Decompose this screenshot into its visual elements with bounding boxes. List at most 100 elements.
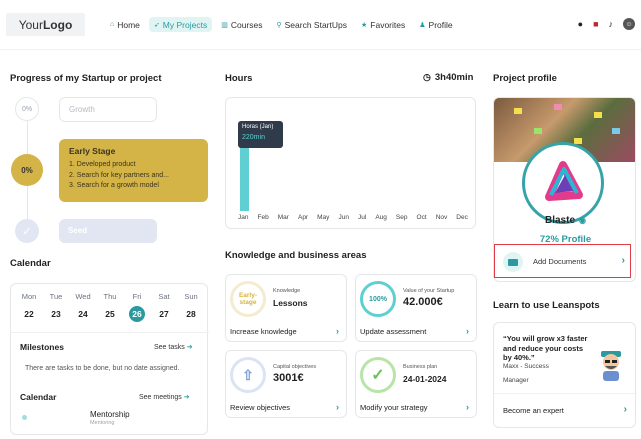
week-days: Mon 22 Tue 23 Wed 24 Thu 25 Fri 26 Sat 27 Sun 2…: [17, 292, 203, 322]
hours-title: Hours: [225, 73, 253, 84]
early-item: 2. Search for key partners and...: [69, 171, 169, 179]
tick-label: Dec: [456, 214, 468, 221]
see-tasks-label: See tasks: [154, 344, 185, 351]
nav-home[interactable]: ⌂ Home: [105, 17, 145, 32]
main-nav: ⌂ Home ➶ My Projects ▥ Courses ⚲ Search Star…: [105, 17, 458, 32]
logo-logo-text: Logo: [42, 17, 73, 32]
progress-title: Progress of my Startup or project: [10, 73, 162, 84]
divider: [494, 393, 637, 394]
quote-author: Maxx - Success: [503, 363, 549, 370]
nav-courses-label: Courses: [230, 19, 263, 30]
day-wed[interactable]: Wed 24: [71, 292, 95, 322]
day-date: 24: [78, 309, 88, 319]
card-label: Value of your Startup: [403, 288, 455, 294]
calendar-card: Mon 22 Tue 23 Wed 24 Thu 25 Fri 26 Sat 27 Sun 2…: [10, 283, 209, 435]
folder-icon: [503, 252, 523, 272]
see-meetings-label: See meetings: [139, 394, 182, 401]
event-dot: [22, 415, 27, 420]
knowledge-card-lessons[interactable]: Early-stage Knowledge Lessons Increase k…: [225, 274, 347, 342]
milestones-title: Milestones: [20, 342, 64, 352]
project-logo: [522, 142, 604, 224]
month-axis: Jan Feb Mar Apr May Jun Jul Aug Sep Oct …: [238, 214, 468, 221]
day-thu[interactable]: Thu 25: [98, 292, 122, 322]
day-sun[interactable]: Sun 28: [179, 292, 203, 322]
day-date: 22: [24, 309, 34, 319]
eye-icon[interactable]: ◉: [579, 216, 586, 225]
tick-label: Nov: [435, 214, 448, 221]
event-subtitle: Mentoring: [90, 420, 115, 426]
header-icons: ● ■ ♪ ☺: [578, 18, 635, 30]
chat-icon[interactable]: ●: [577, 19, 584, 29]
profile-percent: 72% Profile: [539, 234, 592, 245]
chevron-right-icon: ›: [336, 402, 339, 412]
search-icon: ⚲: [276, 21, 282, 29]
arrow-right-icon: ➔: [186, 344, 193, 351]
milestones-text: There are tasks to be done, but no date …: [25, 365, 180, 372]
card-footer: Increase knowledge: [230, 327, 297, 336]
hours-total-value: 3h40min: [434, 72, 474, 83]
nav-favorites[interactable]: ★ Favorites: [356, 17, 410, 32]
card-label: Capital objectives: [273, 364, 317, 370]
early-stage-title: Early Stage: [69, 146, 116, 156]
seed-stage[interactable]: Seed: [59, 219, 157, 243]
day-name: Wed: [75, 292, 91, 301]
day-tue[interactable]: Tue 23: [44, 292, 68, 322]
become-expert-link[interactable]: Become an expert: [503, 406, 564, 415]
day-sat[interactable]: Sat 27: [152, 292, 176, 322]
nav-my-projects-label: My Projects: [162, 19, 208, 30]
project-profile-card: Blaste ◉ 72% Profile: [493, 97, 636, 282]
add-documents-button[interactable]: Add Documents ›: [494, 244, 631, 278]
home-icon: ⌂: [110, 21, 115, 28]
day-date: 25: [105, 309, 115, 319]
check-icon: ✓: [15, 219, 39, 243]
arrow-right-icon: ➔: [183, 394, 190, 401]
knowledge-title: Knowledge and business areas: [225, 250, 367, 261]
star-icon: ★: [361, 21, 368, 29]
bell-icon[interactable]: ♪: [608, 19, 614, 29]
calendar-title: Calendar: [10, 258, 51, 269]
tick-label: Jul: [357, 214, 367, 221]
day-fri[interactable]: Fri 26: [125, 292, 149, 322]
hours-chart: Horas (Jan) 220min Jan Feb Mar Apr May J…: [225, 97, 476, 229]
user-icon: ♟: [419, 21, 426, 29]
see-tasks-link[interactable]: See tasks ➔: [154, 343, 193, 351]
logo[interactable]: Your Logo: [6, 13, 85, 36]
early-stage-card[interactable]: Early Stage 1. Developed product 2. Sear…: [59, 139, 208, 202]
check-circle-icon: ✓: [360, 357, 396, 393]
tick-label: Jan: [238, 214, 249, 221]
avatar[interactable]: ☺: [623, 18, 635, 30]
quote-text: “You will grow x3 faster and reduce your…: [503, 334, 588, 362]
day-name: Tue: [49, 292, 63, 301]
nav-courses[interactable]: ▥ Courses: [216, 17, 267, 32]
knowledge-card-capital[interactable]: ⇧ Capital objectives 3001€ Review object…: [225, 350, 347, 418]
growth-stage[interactable]: Growth: [59, 97, 157, 122]
tick-label: Apr: [297, 214, 309, 221]
tick-label: Aug: [375, 214, 387, 221]
event-title[interactable]: Mentorship: [90, 410, 130, 419]
see-meetings-link[interactable]: See meetings ➔: [139, 393, 190, 401]
nav-profile-label: Profile: [428, 19, 453, 30]
bar-jan[interactable]: [240, 143, 249, 211]
gift-icon[interactable]: ■: [593, 19, 599, 29]
knowledge-card-valuation[interactable]: 100% Value of your Startup 42.000€ Updat…: [355, 274, 477, 342]
early-stage-ring: Early-stage: [230, 281, 266, 317]
quote-role: Manager: [503, 377, 529, 384]
calendar-sub-title: Calendar: [20, 392, 57, 402]
growth-arrow-icon: ⇧: [230, 357, 266, 393]
learn-card: “You will grow x3 faster and reduce your…: [493, 322, 637, 428]
day-name: Mon: [21, 292, 37, 301]
knowledge-card-business-plan[interactable]: ✓ Business plan 24-01-2024 Modify your s…: [355, 350, 477, 418]
project-profile-title: Project profile: [493, 73, 557, 84]
tick-label: Mar: [277, 214, 289, 221]
logo-your-text: Your: [18, 17, 43, 32]
nav-search-label: Search StartUps: [284, 19, 347, 30]
nav-search-startups[interactable]: ⚲ Search StartUps: [271, 17, 352, 32]
day-mon[interactable]: Mon 22: [17, 292, 41, 322]
tick-label: Sep: [395, 214, 408, 221]
chevron-right-icon: ›: [621, 255, 625, 266]
nav-my-projects[interactable]: ➶ My Projects: [148, 17, 213, 32]
nav-profile[interactable]: ♟ Profile: [414, 17, 457, 32]
card-value: 3001€: [273, 372, 304, 384]
card-label: Knowledge: [273, 288, 301, 294]
clock-icon: ◷: [423, 72, 431, 82]
